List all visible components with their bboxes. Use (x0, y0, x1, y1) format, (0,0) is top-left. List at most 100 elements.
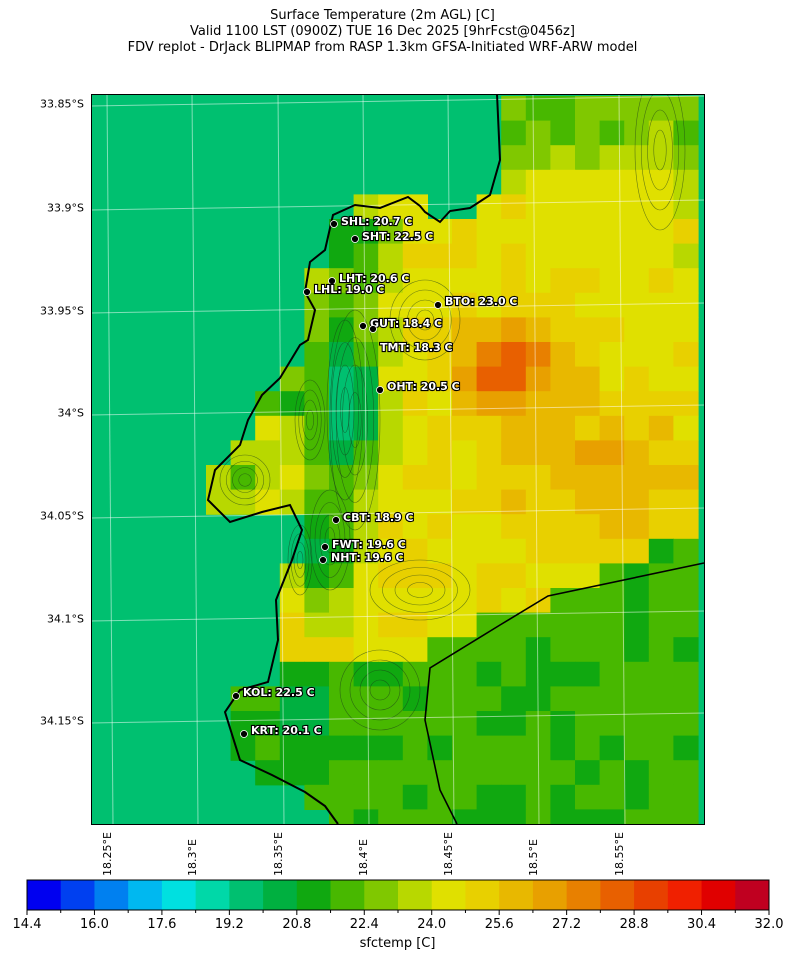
station-label: SHT: 22.5 C (362, 230, 433, 243)
temperature-cell (575, 366, 601, 392)
temperature-cell (329, 661, 355, 687)
colorbar-tick-label: 22.4 (349, 917, 379, 932)
colorbar-bin (229, 880, 264, 910)
lon-tick-label: 18.45°E (442, 832, 455, 876)
temperature-cell (402, 366, 428, 392)
temperature-cell (550, 538, 576, 564)
temperature-cell (476, 366, 502, 392)
parallel-line (91, 610, 705, 622)
colorbar-bin (701, 880, 736, 910)
terrain-contour (340, 387, 350, 433)
temperature-cell (648, 612, 674, 638)
temperature-cell (230, 735, 256, 761)
temperature-cell (402, 465, 428, 491)
terrain-contour (653, 129, 667, 171)
temperature-cell (329, 686, 355, 712)
temperature-cell (550, 317, 576, 343)
temperature-cell (476, 292, 502, 318)
temperature-cell (525, 391, 551, 417)
terrain-contour (329, 309, 381, 531)
station-marker (376, 386, 384, 394)
temperature-cell (550, 686, 576, 712)
temperature-cell (427, 637, 453, 663)
temperature-cell (476, 268, 502, 294)
temperature-cell (353, 243, 379, 269)
temperature-cell (624, 612, 650, 638)
temperature-cell (329, 489, 355, 515)
station-label: SHL: 20.7 C (341, 215, 412, 228)
temperature-cell (304, 366, 330, 392)
temperature-cell (624, 145, 650, 171)
station-label: GUT: 18.4 C (370, 317, 442, 330)
temperature-cell (501, 219, 527, 245)
temperature-cell (648, 661, 674, 687)
temperature-cell (279, 612, 305, 638)
temperature-cell (304, 588, 330, 614)
temperature-cell (673, 686, 699, 712)
temperature-cell (378, 514, 404, 540)
temperature-cell (624, 243, 650, 269)
temperature-cell (599, 243, 625, 269)
temperature-cell (575, 612, 601, 638)
temperature-cell (452, 440, 478, 466)
temperature-cell (402, 219, 428, 245)
temperature-cell (673, 219, 699, 245)
station-marker (319, 556, 327, 564)
colorbar-label: sfctemp [C] (359, 936, 436, 951)
temperature-cell (402, 612, 428, 638)
temperature-cell (353, 637, 379, 663)
temperature-cell (599, 538, 625, 564)
temperature-cell (402, 292, 428, 318)
temperature-cell (575, 637, 601, 663)
temperature-cell (230, 440, 256, 466)
temperature-cell (599, 686, 625, 712)
temperature-cell (575, 96, 601, 122)
temperature-cell (624, 415, 650, 441)
temperature-cell (452, 292, 478, 318)
temperature-cell (673, 440, 699, 466)
temperature-cell (673, 711, 699, 737)
temperature-cell (353, 661, 379, 687)
temperature-cell (452, 538, 478, 564)
temperature-cell (255, 415, 281, 441)
colorbar-bin (398, 880, 433, 910)
meridian-line (106, 94, 114, 825)
temperature-cell (329, 760, 355, 786)
temperature-cell (525, 809, 551, 825)
temperature-cell (501, 391, 527, 417)
temperature-cell (624, 292, 650, 318)
temperature-cell (525, 415, 551, 441)
temperature-cell (452, 809, 478, 825)
temperature-cell (624, 735, 650, 761)
temperature-cell (476, 661, 502, 687)
temperature-cell (476, 784, 502, 810)
temperature-cell (624, 661, 650, 687)
temperature-cell (599, 96, 625, 122)
lon-tick-label: 18.3°E (186, 839, 199, 876)
temperature-cell (378, 661, 404, 687)
temperature-cell (525, 317, 551, 343)
temperature-cell (673, 538, 699, 564)
temperature-cell (255, 735, 281, 761)
temperature-cell (501, 145, 527, 171)
temperature-cell (378, 219, 404, 245)
temperature-cell (402, 514, 428, 540)
temperature-cell (575, 342, 601, 368)
temperature-cell (402, 243, 428, 269)
temperature-cell (255, 711, 281, 737)
temperature-cell (624, 637, 650, 663)
temperature-cell (402, 661, 428, 687)
temperature-cell (402, 760, 428, 786)
temperature-cell (501, 317, 527, 343)
temperature-cell (427, 415, 453, 441)
temperature-cell (550, 145, 576, 171)
temperature-cell (599, 169, 625, 195)
temperature-cell (279, 686, 305, 712)
temperature-cell (648, 391, 674, 417)
temperature-cell (599, 391, 625, 417)
temperature-cell (550, 219, 576, 245)
temperature-cell (525, 96, 551, 122)
temperature-cell (624, 588, 650, 614)
colorbar-tick-label: 17.6 (147, 917, 177, 932)
temperature-cell (525, 661, 551, 687)
